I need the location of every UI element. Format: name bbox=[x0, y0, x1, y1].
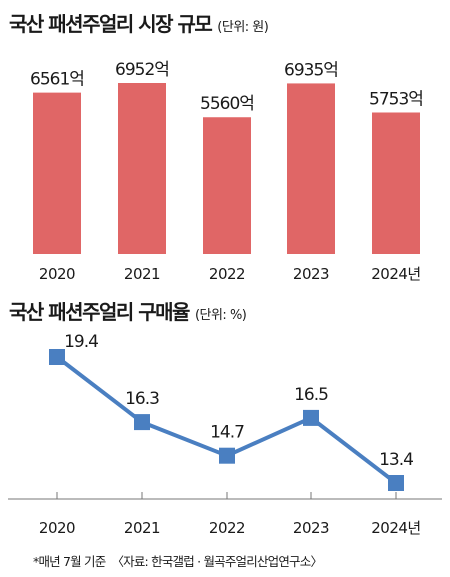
bar-chart: 6561억 2020 6952억 2021 5560억 2022 6935억 2023 5753… bbox=[30, 60, 424, 283]
bar bbox=[287, 83, 335, 254]
x-tick-label: 2020 bbox=[39, 519, 75, 537]
bar-chart-title: 국산 패션주얼리 시장 규모 bbox=[9, 12, 213, 36]
bar-chart-unit: (단위: 원) bbox=[217, 20, 269, 35]
bar bbox=[372, 112, 420, 254]
x-tick-label: 2024년 bbox=[371, 265, 420, 283]
point-value-label: 14.7 bbox=[210, 423, 244, 443]
data-point-marker bbox=[219, 447, 235, 464]
line-chart: 19.4 2020 16.3 2021 14.7 2022 16.5 2023 13.4 2024… bbox=[8, 332, 442, 537]
data-point-marker bbox=[49, 349, 65, 365]
bar-value-label: 6952억 bbox=[115, 60, 169, 80]
bar-chart-header: 국산 패션주얼리 시장 규모 (단위: 원) bbox=[9, 8, 269, 37]
x-tick-label: 2024년 bbox=[371, 519, 420, 537]
x-tick-label: 2023 bbox=[293, 265, 329, 283]
bar-value-label: 5753억 bbox=[369, 89, 423, 109]
x-tick-label: 2023 bbox=[293, 519, 329, 537]
x-tick-label: 2022 bbox=[209, 519, 245, 537]
bar-value-label: 6561억 bbox=[30, 70, 84, 90]
line-chart-unit: (단위: %) bbox=[194, 308, 247, 323]
footnote-note: *매년 7월 기준 bbox=[33, 554, 106, 569]
bar-value-label: 6935억 bbox=[284, 60, 338, 80]
x-tick-label: 2022 bbox=[209, 265, 245, 283]
point-value-label: 16.3 bbox=[125, 389, 159, 409]
bar bbox=[203, 117, 251, 255]
bar bbox=[33, 92, 81, 254]
x-tick-label: 2021 bbox=[124, 519, 160, 537]
point-value-label: 13.4 bbox=[379, 450, 413, 470]
line-chart-header: 국산 패션주얼리 구매율 (단위: %) bbox=[9, 296, 247, 325]
data-point-marker bbox=[134, 414, 150, 431]
bar bbox=[118, 83, 166, 254]
footnote: *매년 7월 기준 〈자료: 한국갤럽 · 월곡주얼리산업연구소〉 bbox=[33, 551, 323, 570]
point-value-label: 16.5 bbox=[294, 385, 328, 405]
series-line bbox=[55, 355, 398, 485]
bar-value-label: 5560억 bbox=[200, 94, 254, 114]
footnote-source: 〈자료: 한국갤럽 · 월곡주얼리산업연구소〉 bbox=[111, 554, 323, 569]
data-point-marker bbox=[388, 475, 404, 491]
data-point-marker bbox=[303, 409, 319, 426]
x-tick-label: 2021 bbox=[124, 265, 160, 283]
line-chart-title: 국산 패션주얼리 구매율 bbox=[9, 300, 190, 324]
point-value-label: 19.4 bbox=[64, 332, 98, 352]
x-tick-label: 2020 bbox=[39, 265, 75, 283]
